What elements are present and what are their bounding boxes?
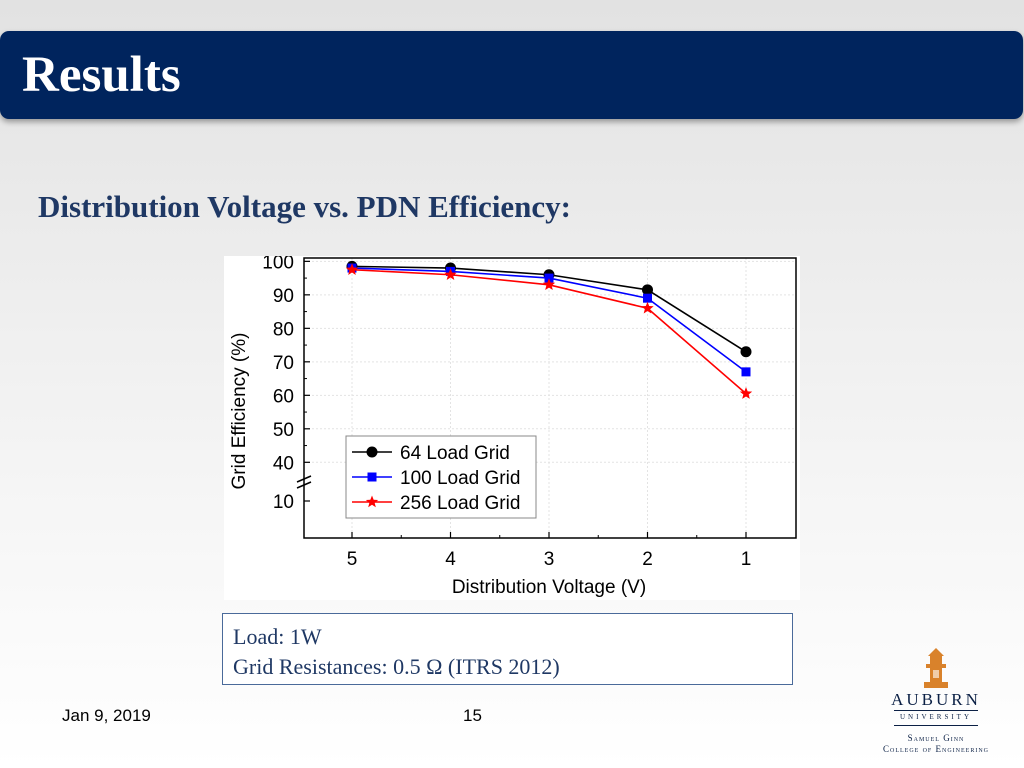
y-axis-label: Grid Efficiency (%) [229,333,250,490]
data-point-star [542,278,556,291]
y-tick-label: 10 [273,492,294,513]
legend-label: 64 Load Grid [400,443,510,464]
x-tick-label: 5 [347,549,358,570]
grid-resistance-text: Grid Resistances: 0.5 Ω (ITRS 2012) [233,654,560,679]
load-text: Load: 1W [233,624,322,649]
data-point-square [544,273,554,283]
tower-icon [924,648,948,688]
chart-svg: 40 50 60 70 80 90 100 10 5 4 3 2 1 64 Load Grid 100 L… [229,256,797,598]
footer-date: Jan 9, 2019 [62,706,151,725]
data-point-star [345,263,359,275]
efficiency-chart: 40 50 60 70 80 90 100 10 5 4 3 2 1 64 Load Grid 100 L… [224,256,800,600]
y-tick-label: 100 [262,256,294,273]
y-tick-label: 60 [273,386,294,407]
data-point-square [741,367,751,377]
data-point-star [444,268,457,280]
title-bar [0,31,1023,119]
chart-series [345,260,753,399]
axis-break-mark [296,481,312,489]
chart-axes: 40 50 60 70 80 90 100 10 5 4 3 2 1 [262,256,797,570]
x-axis-label: Distribution Voltage (V) [452,577,646,598]
legend-label: 256 Load Grid [400,493,520,514]
data-point-circle [642,284,653,296]
data-point-square [643,293,652,303]
y-tick-label: 40 [273,453,294,474]
x-tick-label: 1 [741,549,752,570]
slide-title: Results [22,47,181,103]
data-point-star [739,387,753,399]
y-tick-label: 70 [273,353,294,374]
chart-legend: 64 Load Grid 100 Load Grid 256 Load Grid [345,435,537,519]
logo-divider-2 [894,725,978,726]
x-tick-label: 4 [445,549,456,570]
logo-auburn-text: AUBURN [891,690,981,709]
logo-college-line2: College of Engineering [883,744,989,754]
data-point-circle [740,346,752,358]
y-tick-label: 80 [273,319,294,340]
y-tick-label: 90 [273,286,294,307]
page-number: 15 [463,706,482,725]
auburn-logo: AUBURN UNIVERSITY Samuel Ginn College of… [866,646,1006,758]
plot-frame [303,257,797,539]
legend-marker [367,472,377,482]
slide-subtitle: Distribution Voltage vs. PDN Efficiency: [38,189,572,224]
x-tick-label: 2 [642,549,653,570]
parameters-box: Load: 1W Grid Resistances: 0.5 Ω (ITRS 2… [222,613,793,685]
logo-college-line1: Samuel Ginn [907,733,965,743]
axis-break-mark [296,475,312,483]
legend-marker [365,495,379,508]
data-point-star [641,301,654,314]
logo-divider [894,710,978,711]
y-tick-label: 50 [273,420,294,441]
legend-marker [366,446,378,458]
logo-university-text: UNIVERSITY [900,713,972,721]
legend-label: 100 Load Grid [400,468,520,489]
x-tick-label: 3 [544,549,555,570]
